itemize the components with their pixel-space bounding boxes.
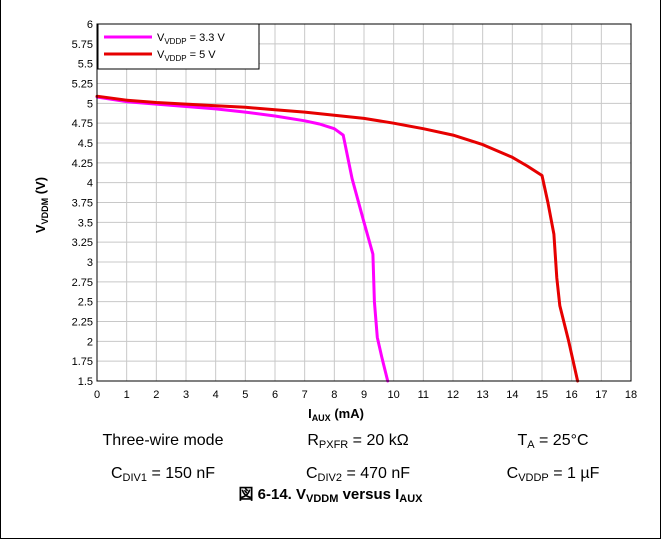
x-tick-label: 5	[242, 389, 248, 401]
x-tick-label: 17	[595, 389, 607, 401]
x-tick-label: 3	[183, 389, 189, 401]
y-tick-label: 3.25	[72, 237, 93, 249]
series-line-0	[95, 95, 390, 383]
y-tick-label: 2.75	[72, 277, 93, 289]
x-tick-label: 14	[506, 389, 518, 401]
x-tick-label: 12	[447, 389, 459, 401]
condition-mode: Three-wire mode	[102, 432, 224, 449]
x-tick-label: 6	[272, 389, 278, 401]
y-tick-label: 5.75	[72, 39, 93, 51]
x-tick-label: 1	[124, 389, 130, 401]
chart: 0 1 2 3 4 5 6 7 8 9 10 11 12 13 14 15 16 17 181.51.7522.25…	[33, 19, 638, 423]
condition-cvddp: CVDDP = 1 µF	[506, 465, 600, 484]
legend-label-3v3: VVDDP = 3.3 V	[157, 32, 225, 46]
tick-labels: 0 1 2 3 4 5 6 7 8 9 10 11 12 13 14 15 16 17 181.51.7522.25…	[72, 19, 638, 401]
y-tick-label: 2.25	[72, 317, 93, 329]
plot-border	[96, 23, 632, 382]
x-tick-label: 7	[302, 389, 308, 401]
y-tick-label: 5.25	[72, 79, 93, 91]
x-tick-label: 10	[388, 389, 400, 401]
condition-ta: TA = 25°C	[517, 432, 589, 451]
condition-cdiv2: CDIV2 = 470 nF	[305, 465, 411, 484]
x-tick-label: 9	[361, 389, 367, 401]
legend: VVDDP = 3.3 V VVDDP = 5 V	[97, 23, 260, 70]
y-tick-label: 3.75	[72, 198, 93, 210]
x-tick-label: 8	[331, 389, 337, 401]
y-tick-label: 1.5	[78, 376, 93, 388]
x-tick-label: 11	[418, 389, 429, 401]
grid	[96, 23, 632, 382]
x-tick-label: 4	[213, 389, 219, 401]
y-tick-label: 4.25	[72, 158, 93, 170]
y-axis-title: VVDDM (V)	[33, 177, 50, 233]
x-axis-title: IAUX (mA)	[308, 406, 364, 423]
y-tick-label: 4.75	[72, 118, 93, 130]
condition-rpxfr: RPXFR = 20 kΩ	[307, 432, 409, 451]
x-tick-label: 15	[536, 389, 548, 401]
y-tick-label: 4.5	[78, 138, 93, 150]
legend-box	[97, 23, 260, 70]
x-tick-label: 2	[153, 389, 159, 401]
y-tick-label: 6	[87, 19, 93, 31]
x-tick-label: 13	[477, 389, 489, 401]
series-lines	[95, 94, 580, 383]
y-tick-label: 2.5	[78, 297, 93, 309]
y-tick-label: 5	[87, 98, 93, 110]
x-tick-label: 18	[625, 389, 637, 401]
x-tick-label: 16	[566, 389, 578, 401]
y-tick-label: 5.5	[78, 59, 93, 71]
x-tick-label: 0	[94, 389, 100, 401]
legend-label-5v: VVDDP = 5 V	[157, 49, 216, 63]
y-tick-label: 1.75	[72, 356, 93, 368]
figure-caption: 図 6-14. VVDDM versus IAUX	[238, 486, 423, 505]
condition-cdiv1: CDIV1 = 150 nF	[110, 465, 216, 484]
y-tick-label: 4	[87, 178, 93, 190]
y-tick-label: 3	[87, 257, 93, 269]
y-tick-label: 3.5	[78, 217, 93, 229]
series-line-1	[95, 94, 580, 383]
y-tick-label: 2	[87, 336, 93, 348]
